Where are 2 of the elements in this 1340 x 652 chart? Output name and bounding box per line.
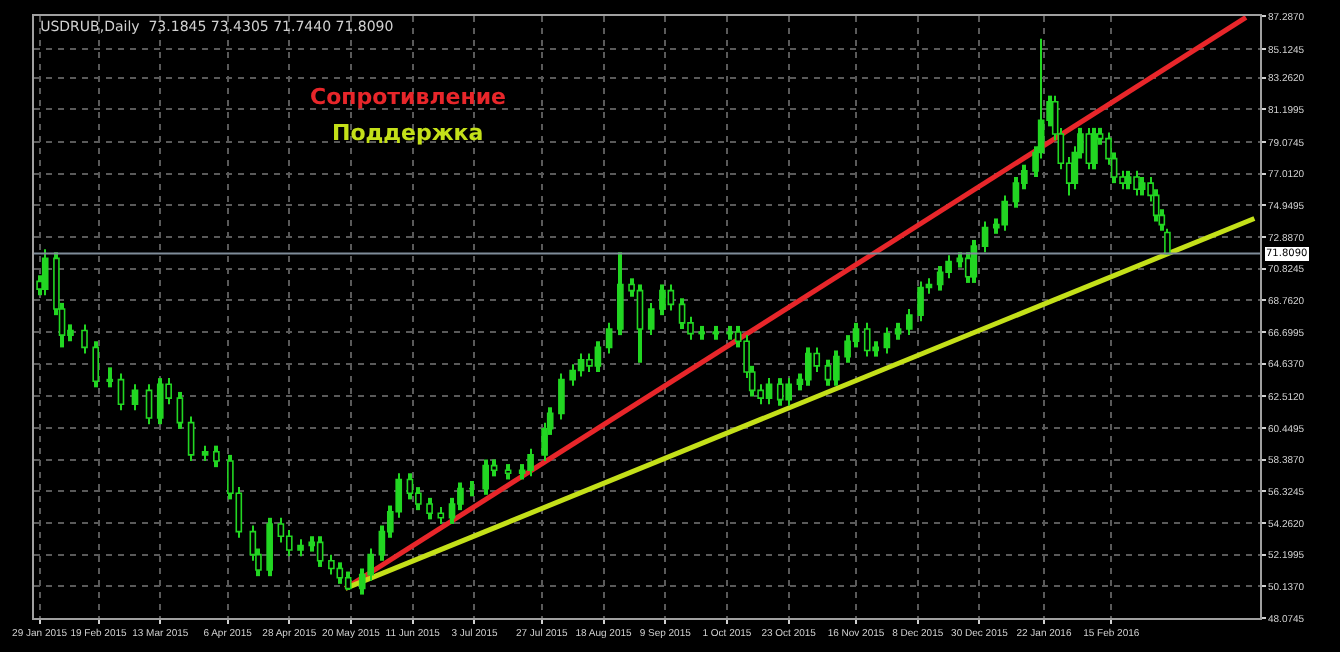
text: Сопротивление (310, 84, 506, 110)
text: Поддержка (332, 120, 484, 146)
